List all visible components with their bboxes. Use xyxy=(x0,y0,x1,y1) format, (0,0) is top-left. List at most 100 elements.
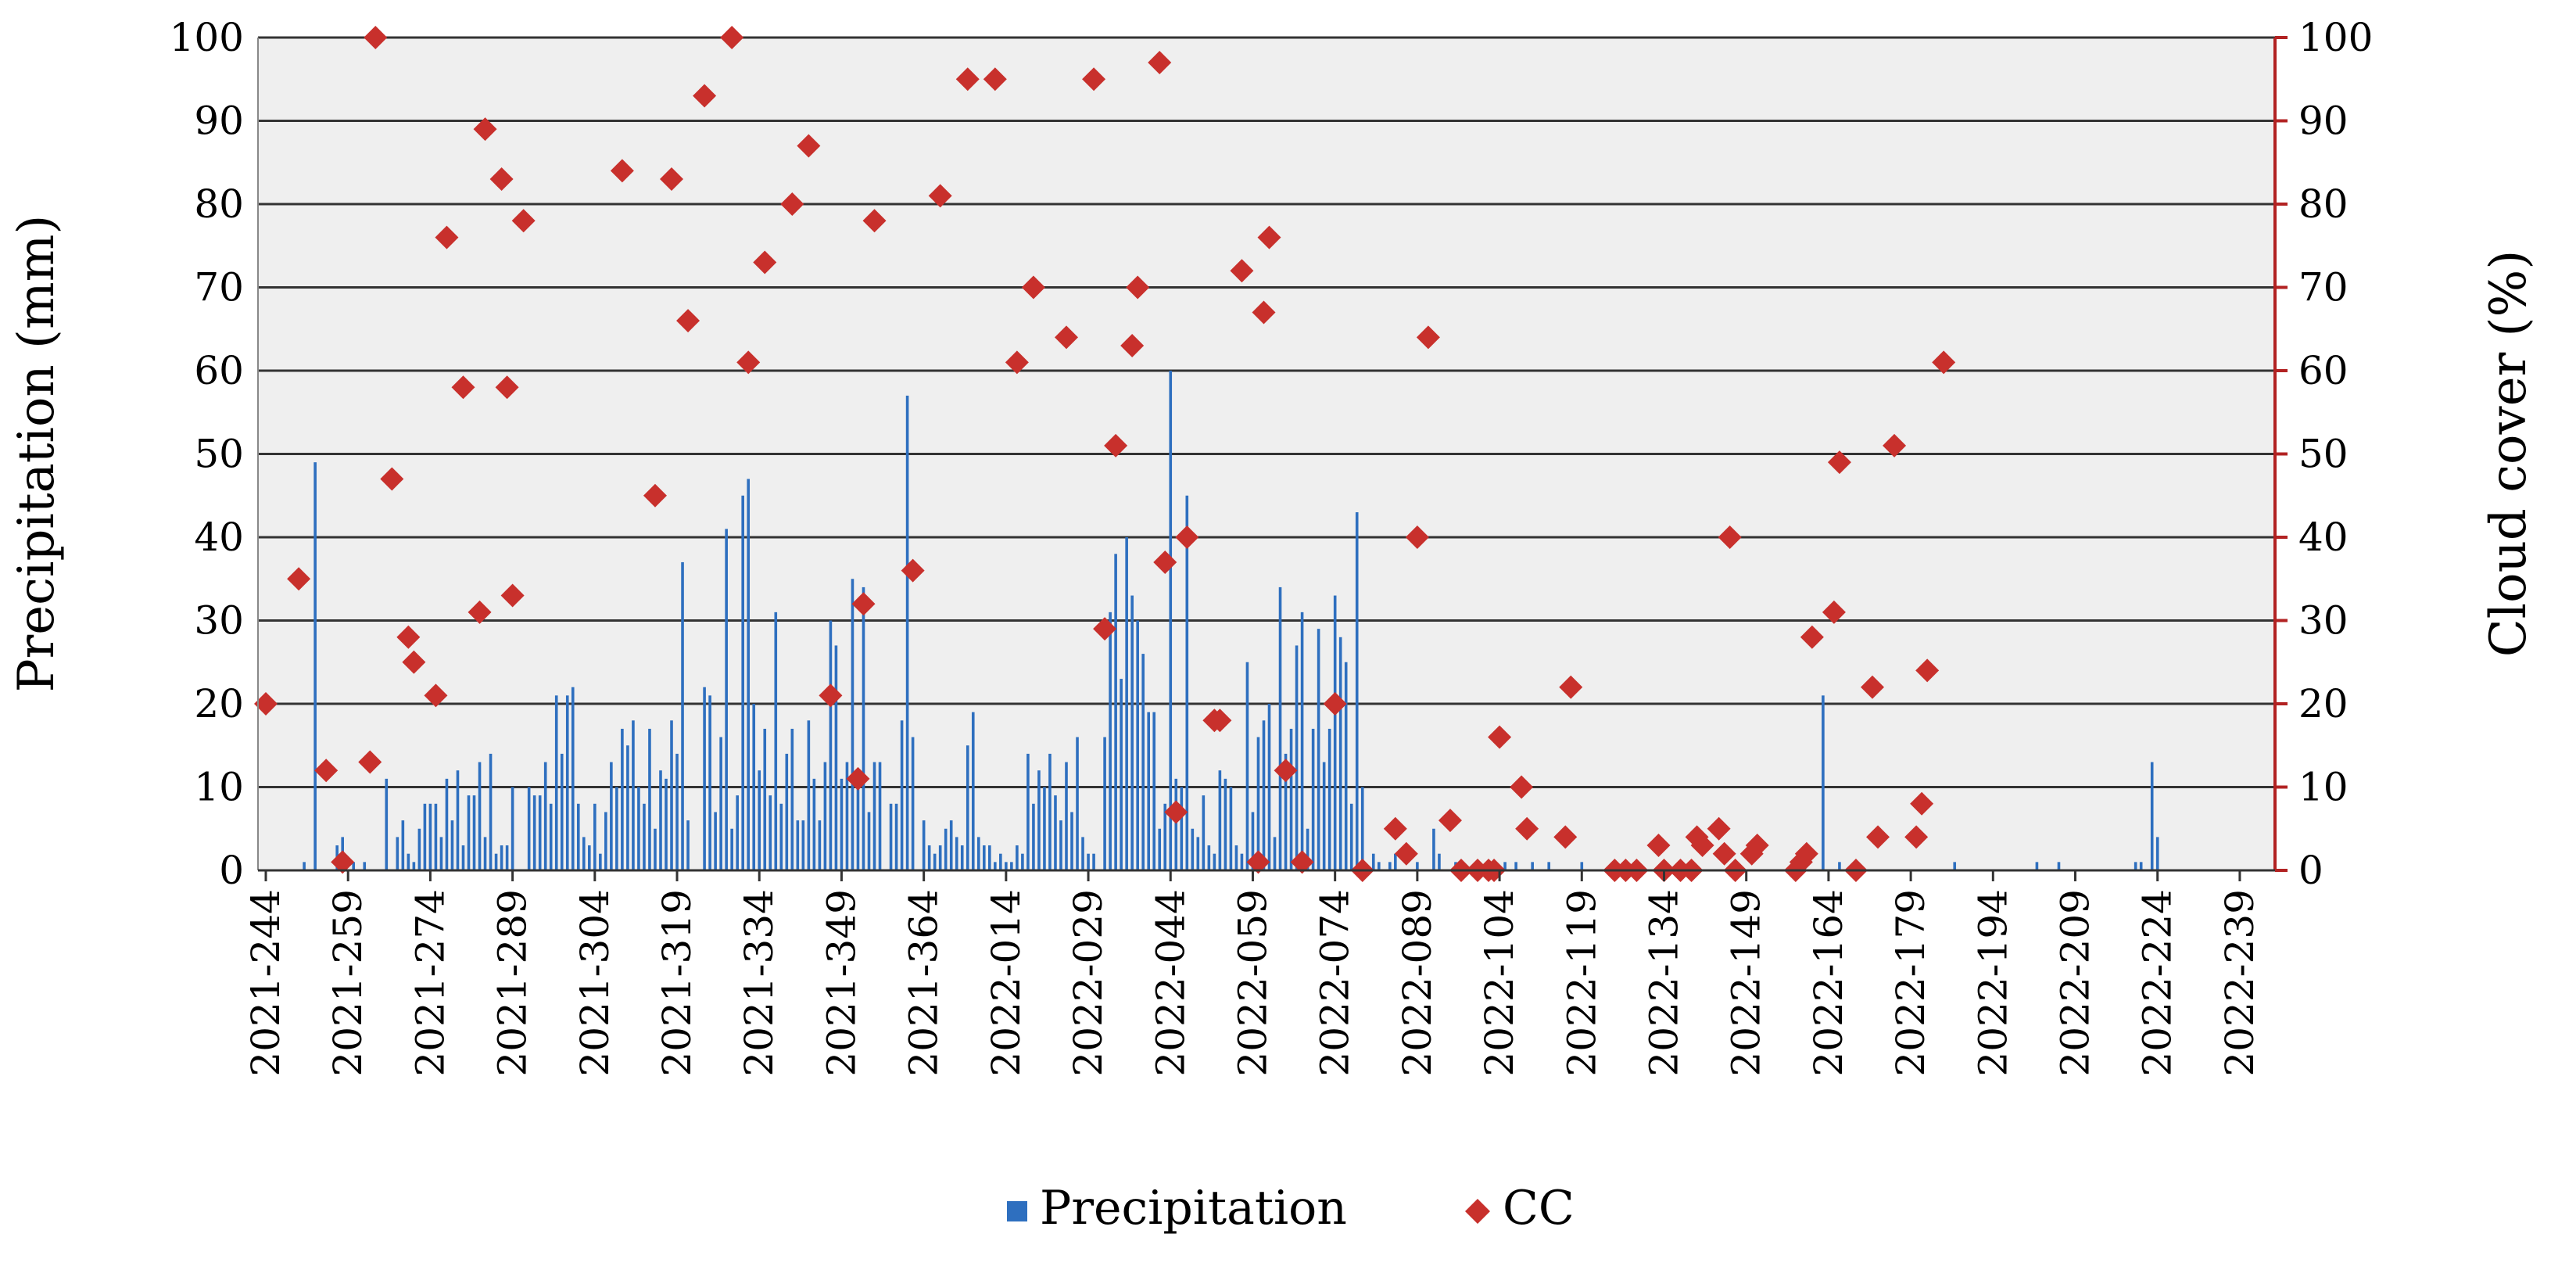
precipitation-bar xyxy=(423,803,427,870)
cc-point xyxy=(1553,825,1578,849)
precipitation-bar xyxy=(988,845,991,870)
precipitation-bar xyxy=(1262,720,1266,870)
cc-point xyxy=(1416,325,1440,350)
precipitation-bar xyxy=(730,828,733,870)
cc-point xyxy=(364,26,388,49)
precipitation-bar xyxy=(900,720,904,870)
cc-point xyxy=(1323,692,1347,716)
cc-point xyxy=(901,558,925,583)
precipitation-bar xyxy=(1152,712,1156,870)
cc-point xyxy=(1690,834,1714,858)
cc-point xyxy=(1559,675,1583,699)
precipitation-bar xyxy=(1838,862,1841,870)
precipitation-bar xyxy=(1311,728,1315,870)
precipitation-bar xyxy=(417,828,421,870)
precipitation-bar xyxy=(494,853,498,870)
precipitation-bar xyxy=(554,695,558,870)
cc-point xyxy=(736,350,761,375)
cc-point xyxy=(780,192,804,216)
precipitation-bar xyxy=(823,762,827,870)
cc-point xyxy=(424,683,448,708)
x-tick-label: 2022-119 xyxy=(1559,889,1604,1077)
precipitation-bar xyxy=(1245,662,1249,870)
precipitation-bar xyxy=(1065,762,1068,870)
precipitation-bar xyxy=(1180,787,1184,870)
precipitation-bar xyxy=(456,770,460,870)
precipitation-bar xyxy=(944,828,948,870)
precipitation-bar xyxy=(994,862,997,870)
precipitation-bar xyxy=(872,762,876,870)
precipitation-bar xyxy=(1005,862,1008,870)
legend-precipitation-label: Precipitation xyxy=(1040,1181,1347,1236)
precipitation-bar xyxy=(1070,812,1073,870)
cc-point xyxy=(331,850,355,874)
precipitation-bar xyxy=(933,853,937,870)
precipitation-bar xyxy=(999,853,1002,870)
y-left-tick-label: 70 xyxy=(194,265,244,310)
precipitation-bar xyxy=(599,853,602,870)
precipitation-bar xyxy=(736,795,739,870)
x-tick-label: 2022-149 xyxy=(1724,889,1769,1077)
cc-point xyxy=(1093,617,1117,641)
precipitation-bar xyxy=(1163,803,1167,870)
cc-point xyxy=(643,483,667,508)
precipitation-bar xyxy=(862,586,865,870)
precipitation-bar xyxy=(610,762,613,870)
precipitation-bar xyxy=(505,845,509,870)
cc-point xyxy=(1394,841,1418,866)
precipitation-bar xyxy=(752,704,756,870)
precipitation-bar xyxy=(439,837,443,870)
precipitation-bar xyxy=(1130,595,1134,870)
precipitation-bar xyxy=(2035,862,2039,870)
y-left-tick-label: 40 xyxy=(194,515,244,560)
x-tick-label: 2022-104 xyxy=(1477,889,1522,1077)
x-tick-label: 2021-319 xyxy=(654,889,700,1077)
precipitation-bars xyxy=(303,371,2159,870)
precipitation-bar xyxy=(1531,862,1534,870)
y-right-tick-label: 0 xyxy=(2298,848,2323,893)
x-axis-ticks: 2021-244 2021-259 2021-274 2021-289 2021-304… xyxy=(243,870,2263,1077)
precipitation-bar xyxy=(1092,853,1095,870)
x-tick-label: 2022-014 xyxy=(983,889,1029,1077)
cc-point xyxy=(1745,834,1769,858)
x-tick-label: 2022-209 xyxy=(2053,889,2098,1077)
precipitation-bar xyxy=(686,820,690,870)
precipitation-bar xyxy=(1224,778,1227,870)
cc-point xyxy=(753,250,777,274)
precipitation-bar xyxy=(626,745,629,870)
precipitation-bar xyxy=(1284,753,1288,870)
y-right-tick-label: 100 xyxy=(2298,15,2373,60)
precipitation-bar xyxy=(2150,762,2154,870)
precipitation-bar xyxy=(905,395,909,870)
precipitation-bar xyxy=(1327,728,1331,870)
precipitation-bar xyxy=(681,561,684,870)
x-tick-label: 2022-224 xyxy=(2135,889,2180,1077)
precipitation-bar xyxy=(1300,612,1304,870)
precipitation-bar xyxy=(401,820,405,870)
cc-point xyxy=(1246,850,1270,874)
precipitation-bar xyxy=(1273,837,1277,870)
precipitation-bar xyxy=(955,837,958,870)
precipitation-bar xyxy=(1416,862,1419,870)
cc-point xyxy=(1104,433,1128,457)
precipitation-bar xyxy=(960,845,964,870)
x-tick-label: 2022-044 xyxy=(1148,889,1193,1077)
precipitation-bar xyxy=(1234,845,1238,870)
cc-point xyxy=(473,117,497,142)
cc-point xyxy=(1005,350,1029,375)
cc-point xyxy=(1021,275,1045,300)
y-right-tick-label: 40 xyxy=(2298,515,2348,560)
precipitation-bar xyxy=(758,770,761,870)
precipitation-bar xyxy=(1229,787,1233,870)
precipitation-bar xyxy=(818,820,822,870)
precipitation-bar xyxy=(796,820,800,870)
precipitation-bar xyxy=(565,695,569,870)
cc-point xyxy=(676,309,700,333)
cc-point xyxy=(1175,526,1199,549)
precipitation-bar xyxy=(527,787,531,870)
y-left-tick-label: 30 xyxy=(194,598,244,644)
precipitation-bar xyxy=(1191,828,1195,870)
precipitation-bar xyxy=(1355,512,1359,870)
precipitation-bar xyxy=(363,862,367,870)
cc-point xyxy=(1153,550,1177,574)
